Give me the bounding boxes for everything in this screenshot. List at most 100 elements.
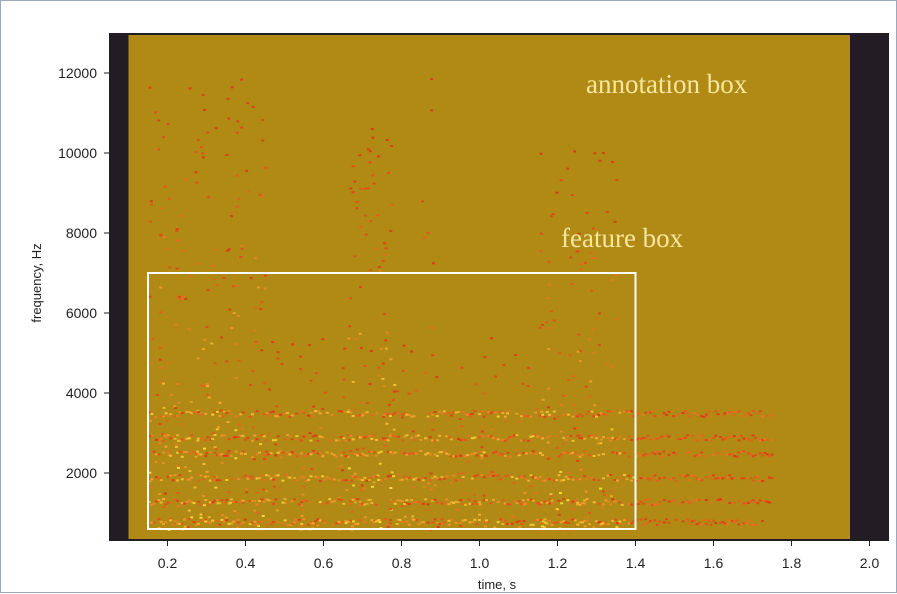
harmonic-band-point bbox=[433, 439, 437, 442]
harmonic-band-point bbox=[194, 453, 198, 456]
harmonic-band-point bbox=[683, 475, 687, 478]
energy-point bbox=[599, 487, 603, 490]
harmonic-band-point bbox=[627, 411, 631, 414]
harmonic-band-point bbox=[307, 453, 311, 455]
harmonic-band-point bbox=[276, 451, 280, 454]
energy-point bbox=[226, 451, 230, 454]
harmonic-band-point bbox=[251, 477, 254, 480]
energy-point bbox=[588, 512, 592, 515]
harmonic-band-point bbox=[461, 519, 465, 522]
energy-point bbox=[351, 381, 355, 383]
harmonic-band-point bbox=[405, 478, 409, 481]
harmonic-band-point bbox=[580, 437, 584, 440]
harmonic-band-point bbox=[407, 413, 411, 416]
harmonic-band-point bbox=[740, 435, 743, 437]
harmonic-band-point bbox=[529, 498, 533, 501]
energy-point bbox=[358, 500, 362, 503]
energy-point bbox=[568, 354, 572, 357]
harmonic-band-point bbox=[180, 522, 184, 525]
energy-point bbox=[573, 150, 577, 153]
harmonic-band-point bbox=[201, 478, 205, 481]
harmonic-band-point bbox=[194, 524, 198, 526]
harmonic-band-point bbox=[346, 520, 350, 523]
energy-point bbox=[342, 396, 346, 399]
harmonic-band-point bbox=[297, 518, 301, 521]
harmonic-band-point bbox=[751, 523, 755, 526]
harmonic-band-point bbox=[709, 439, 713, 442]
energy-point bbox=[159, 311, 163, 314]
harmonic-band-point bbox=[594, 415, 598, 418]
energy-point bbox=[254, 340, 258, 343]
harmonic-band-point bbox=[304, 434, 308, 437]
harmonic-band-point bbox=[241, 434, 245, 437]
energy-point bbox=[219, 336, 223, 339]
harmonic-band-point bbox=[697, 478, 701, 481]
energy-point bbox=[207, 516, 211, 519]
harmonic-band-point bbox=[662, 450, 666, 453]
harmonic-band-point bbox=[520, 503, 524, 505]
harmonic-band-point bbox=[576, 478, 580, 481]
harmonic-band-point bbox=[517, 475, 521, 478]
energy-point bbox=[266, 433, 270, 436]
energy-point bbox=[154, 416, 158, 419]
harmonic-band-point bbox=[248, 499, 252, 502]
harmonic-band-point bbox=[339, 435, 343, 438]
harmonic-band-point bbox=[562, 451, 566, 454]
harmonic-band-point bbox=[693, 519, 697, 522]
harmonic-band-point bbox=[342, 437, 346, 440]
energy-point bbox=[196, 357, 200, 360]
energy-point bbox=[589, 380, 593, 383]
energy-point bbox=[374, 247, 378, 250]
energy-point bbox=[351, 191, 355, 194]
energy-point bbox=[175, 464, 179, 467]
harmonic-band-point bbox=[286, 434, 290, 436]
energy-point bbox=[589, 252, 593, 254]
harmonic-band-point bbox=[353, 501, 357, 504]
harmonic-band-point bbox=[686, 412, 690, 415]
energy-point bbox=[300, 504, 304, 507]
harmonic-band-point bbox=[356, 498, 360, 501]
harmonic-band-point bbox=[461, 476, 465, 478]
harmonic-band-point bbox=[744, 413, 748, 416]
harmonic-band-point bbox=[758, 499, 762, 502]
harmonic-band-point bbox=[356, 478, 360, 481]
energy-point bbox=[552, 522, 556, 524]
harmonic-band-point bbox=[290, 414, 294, 417]
harmonic-band-point bbox=[573, 451, 577, 454]
harmonic-band-point bbox=[396, 435, 399, 438]
energy-point bbox=[235, 174, 239, 177]
harmonic-band-point bbox=[332, 500, 336, 503]
harmonic-band-point bbox=[335, 522, 339, 525]
energy-point bbox=[615, 179, 619, 182]
energy-point bbox=[314, 372, 318, 375]
energy-point bbox=[494, 375, 497, 378]
harmonic-band-point bbox=[728, 501, 732, 504]
harmonic-band-point bbox=[744, 522, 748, 525]
harmonic-band-point bbox=[700, 479, 704, 482]
harmonic-band-point bbox=[384, 478, 388, 480]
harmonic-band-point bbox=[564, 414, 568, 417]
harmonic-band-point bbox=[740, 523, 743, 526]
harmonic-band-point bbox=[183, 438, 187, 441]
harmonic-band-point bbox=[690, 474, 694, 477]
energy-point bbox=[301, 493, 305, 496]
harmonic-band-point bbox=[487, 521, 491, 524]
harmonic-band-point bbox=[344, 439, 348, 442]
harmonic-band-point bbox=[604, 499, 608, 502]
harmonic-band-point bbox=[342, 502, 346, 505]
harmonic-band-point bbox=[442, 410, 446, 413]
energy-point bbox=[251, 370, 255, 373]
harmonic-band-point bbox=[169, 519, 173, 522]
harmonic-band-point bbox=[737, 439, 741, 442]
harmonic-band-point bbox=[538, 503, 542, 506]
harmonic-band-point bbox=[768, 476, 772, 479]
energy-point bbox=[376, 474, 380, 477]
x-tick-label: 0.2 bbox=[158, 555, 178, 571]
harmonic-band-point bbox=[667, 500, 671, 503]
energy-point bbox=[175, 267, 179, 270]
harmonic-band-point bbox=[602, 436, 605, 439]
harmonic-band-point bbox=[225, 454, 229, 457]
harmonic-band-point bbox=[234, 500, 238, 503]
harmonic-band-point bbox=[506, 474, 509, 477]
harmonic-band-point bbox=[538, 414, 542, 417]
